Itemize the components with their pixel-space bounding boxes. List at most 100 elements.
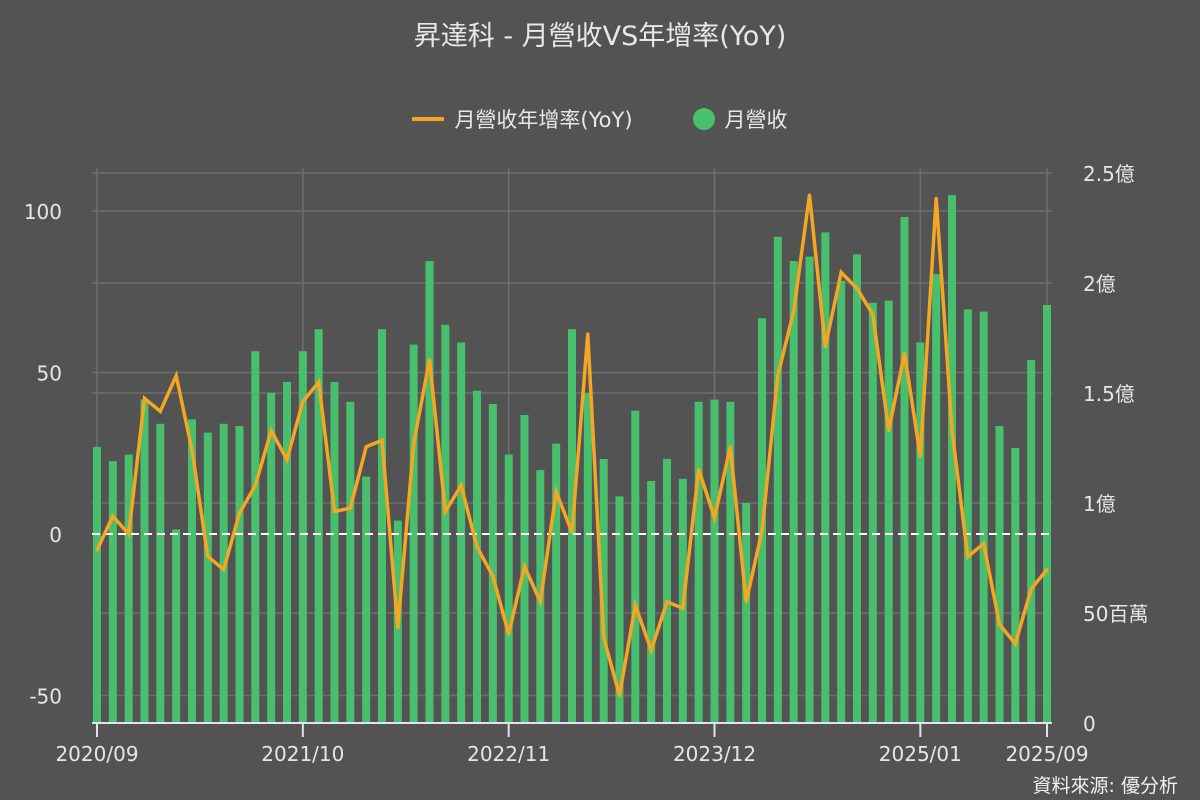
yoy-point bbox=[364, 445, 368, 449]
yoy-point bbox=[1029, 587, 1033, 591]
revenue-bar bbox=[172, 529, 181, 723]
revenue-bar bbox=[283, 382, 291, 723]
legend-label-yoy: 月營收年增率(YoY) bbox=[454, 108, 633, 132]
revenue-bar bbox=[868, 302, 877, 723]
revenue-bar bbox=[140, 399, 149, 723]
x-tick-label: 2021/10 bbox=[261, 742, 344, 766]
line-swatch-icon bbox=[412, 117, 445, 121]
revenue-bar bbox=[884, 300, 893, 723]
yoy-point bbox=[918, 454, 922, 458]
yoy-point bbox=[697, 467, 701, 471]
yoy-point bbox=[1045, 568, 1049, 572]
revenue-bar bbox=[267, 393, 276, 723]
yoy-point bbox=[475, 545, 479, 549]
left-tick-label: 100 bbox=[24, 200, 62, 224]
revenue-bar bbox=[900, 217, 909, 723]
yoy-point bbox=[855, 287, 859, 291]
yoy-point bbox=[998, 622, 1001, 626]
revenue-bar bbox=[742, 503, 751, 723]
revenue-bar bbox=[805, 256, 814, 723]
yoy-point bbox=[143, 396, 146, 400]
x-tick-label: 2025/09 bbox=[1005, 742, 1088, 766]
yoy-point bbox=[982, 542, 986, 546]
left-tick-label: 50 bbox=[37, 362, 62, 386]
yoy-point bbox=[253, 484, 257, 488]
revenue-bar bbox=[710, 399, 719, 723]
legend: 月營收年增率(YoY) 月營收 bbox=[0, 104, 1200, 134]
x-tick-label: 2025/01 bbox=[879, 742, 962, 766]
revenue-bar bbox=[995, 426, 1004, 723]
revenue-bar bbox=[488, 404, 497, 723]
revenue-bar bbox=[647, 481, 656, 723]
source-note: 資料來源: 優分析 bbox=[1032, 775, 1178, 797]
yoy-point bbox=[823, 345, 827, 349]
yoy-point bbox=[934, 196, 938, 200]
yoy-point bbox=[158, 409, 162, 413]
revenue-bar bbox=[156, 423, 165, 723]
yoy-point bbox=[396, 626, 400, 630]
revenue-bar bbox=[948, 195, 956, 723]
yoy-point bbox=[412, 442, 416, 446]
yoy-point bbox=[491, 574, 495, 578]
yoy-point bbox=[950, 429, 954, 433]
chart-title: 昇達科 - 月營收VS年增率(YoY) bbox=[413, 21, 787, 52]
x-tick-label: 2023/12 bbox=[673, 742, 756, 766]
revenue-bar bbox=[789, 261, 798, 723]
yoy-point bbox=[871, 312, 875, 316]
revenue-bar bbox=[663, 459, 671, 723]
yoy-point bbox=[523, 564, 526, 568]
revenue-bar bbox=[694, 401, 703, 723]
revenue-bar bbox=[314, 329, 323, 723]
revenue-bar bbox=[1011, 448, 1020, 723]
x-tick-label: 2022/11 bbox=[467, 742, 550, 766]
revenue-bar bbox=[979, 311, 988, 723]
revenue-bar bbox=[235, 426, 244, 723]
revenue-bar bbox=[963, 309, 972, 723]
yoy-point bbox=[792, 309, 796, 313]
yoy-point bbox=[380, 438, 384, 442]
revenue-bar bbox=[298, 351, 307, 723]
yoy-point bbox=[459, 484, 463, 488]
revenue-bar bbox=[188, 419, 196, 723]
right-tick-label: 1.5億 bbox=[1083, 382, 1135, 406]
revenue-bar bbox=[1043, 305, 1051, 723]
dot-swatch-icon bbox=[692, 108, 715, 130]
yoy-point bbox=[618, 694, 621, 697]
revenue-bar bbox=[631, 410, 640, 723]
revenue-bar bbox=[916, 342, 925, 723]
revenue-bar bbox=[726, 401, 735, 723]
right-tick-label: 50百萬 bbox=[1083, 602, 1148, 626]
legend-item-revenue[interactable]: 月營收 bbox=[692, 104, 788, 134]
legend-item-yoy[interactable]: 月營收年增率(YoY) bbox=[412, 104, 633, 134]
yoy-point bbox=[317, 380, 321, 384]
yoy-point bbox=[1013, 642, 1017, 646]
yoy-point bbox=[602, 635, 606, 639]
revenue-bar bbox=[219, 423, 228, 723]
yoy-point bbox=[728, 445, 732, 449]
revenue-bar bbox=[552, 443, 561, 723]
yoy-point bbox=[760, 529, 764, 533]
revenue-bar bbox=[425, 261, 434, 723]
yoy-point bbox=[713, 516, 716, 520]
yoy-point bbox=[174, 374, 178, 378]
revenue-bar bbox=[599, 459, 608, 723]
revenue-bar bbox=[457, 342, 466, 723]
revenue-bar bbox=[821, 232, 830, 723]
revenue-bar bbox=[615, 496, 624, 723]
left-tick-label: 0 bbox=[49, 523, 62, 547]
yoy-point bbox=[776, 374, 780, 378]
revenue-bar bbox=[441, 324, 450, 723]
yoy-point bbox=[301, 400, 305, 404]
revenue-bar bbox=[124, 454, 133, 723]
revenue-bar bbox=[251, 351, 260, 723]
revenue-bar bbox=[346, 401, 355, 723]
right-tick-label: 1億 bbox=[1083, 492, 1116, 516]
yoy-point bbox=[206, 555, 210, 559]
yoy-point bbox=[190, 448, 194, 452]
yoy-point bbox=[887, 429, 891, 433]
yoy-point bbox=[633, 603, 637, 607]
yoy-point bbox=[681, 606, 685, 610]
revenue-bar bbox=[504, 454, 513, 723]
revenue-bar bbox=[203, 432, 212, 723]
yoy-point bbox=[428, 358, 431, 362]
